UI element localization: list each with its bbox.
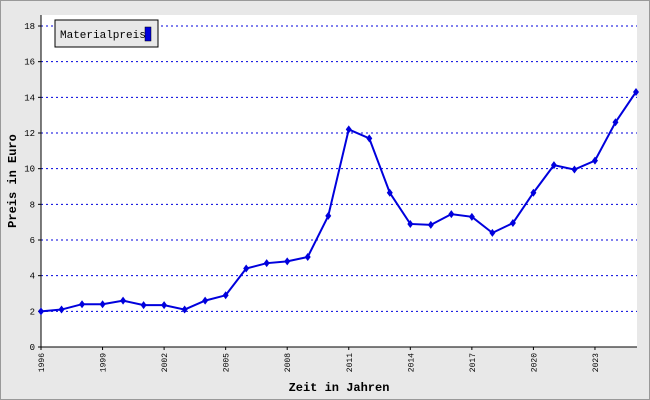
point [530,188,537,197]
point [448,210,455,219]
x-tick-label: 2017 [469,353,478,372]
y-tick-label: 16 [24,58,35,68]
x-tick-label: 2011 [346,353,355,372]
point [58,305,65,314]
y-tick-label: 12 [24,129,35,139]
point [120,296,127,305]
point [386,188,393,197]
y-tick-label: 6 [30,236,35,246]
x-tick-label: 2005 [223,353,232,372]
point [325,211,332,220]
point [181,305,188,314]
x-tick-label: 1999 [100,353,109,372]
x-tick-label: 1996 [38,353,47,372]
point [161,301,168,310]
legend-box [54,19,159,48]
point [284,257,291,266]
y-tick-label: 10 [24,165,35,175]
y-axis-title: Preis in Euro [6,134,20,228]
point [140,301,147,310]
y-tick-label: 8 [30,200,35,210]
y-tick-label: 0 [30,343,35,353]
x-axis-title: Zeit in Jahren [289,381,390,395]
y-tick-label: 4 [30,272,35,282]
point [366,134,373,143]
point [304,252,311,261]
point [407,219,414,228]
plot-area [41,15,637,347]
point [633,87,639,96]
point [550,161,557,170]
y-tick-label: 2 [30,307,35,317]
point [468,212,475,221]
point [591,156,598,165]
y-tick-label: 18 [24,22,35,32]
point [38,307,44,316]
point [99,300,106,309]
point [427,220,434,229]
point [509,219,516,228]
point [612,118,619,127]
point [222,291,229,300]
legend-label: Materialpreis [60,30,146,42]
point [79,300,86,309]
x-tick-label: 2020 [530,353,539,372]
point [571,165,578,174]
x-tick-label: 2008 [284,353,293,372]
x-tick-label: 2002 [161,353,170,372]
point [202,296,209,305]
legend-swatch [144,26,152,42]
point [243,264,250,273]
point [345,125,352,134]
point [489,228,496,237]
x-tick-label: 2023 [592,353,601,372]
legend: Materialpreis [54,19,159,48]
x-tick-label: 2014 [407,353,416,372]
y-tick-label: 14 [24,93,35,103]
point [263,259,270,268]
series-line [40,91,637,313]
